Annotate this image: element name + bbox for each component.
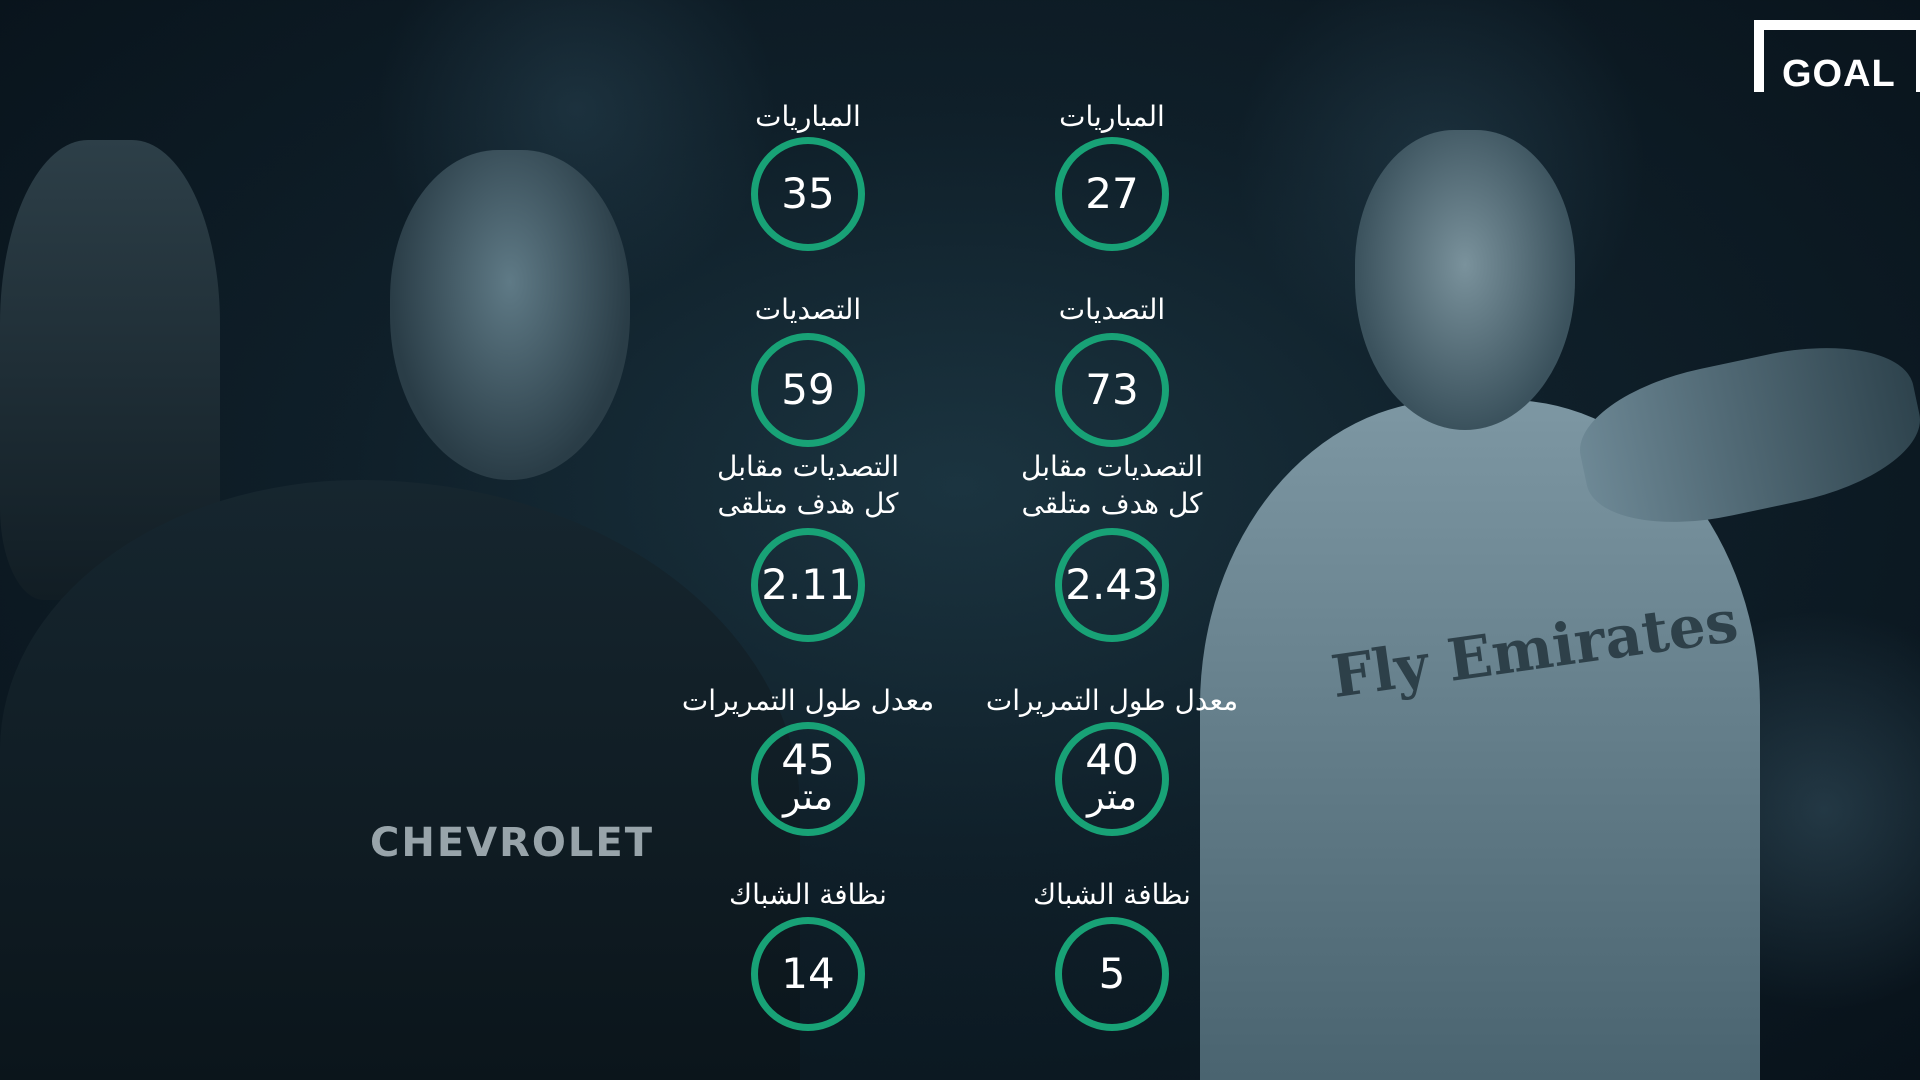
stat-value-circle: 2.11 [751,528,865,642]
stat-value-circle: 27 [1055,137,1169,251]
stat-label: التصديات مقابل كل هدف متلقى [716,450,899,520]
stat-value: 5 [1098,949,1126,998]
stat-value-circle: 14 [751,917,865,1031]
left-player-photo [0,480,800,1080]
stat-value: 45 [781,735,835,784]
stat-label: نظافة الشباك [729,878,887,911]
stat-value-circle: 5 [1055,917,1169,1031]
logo-text: GOAL [1782,53,1896,95]
stat-value: 2.43 [1065,560,1159,609]
stat-value-circle: 35 [751,137,865,251]
stat-label: التصديات [1058,293,1166,326]
stat-label: نظافة الشباك [1033,878,1191,911]
stat-label: المباريات [755,100,861,133]
goal-logo: GOAL [1754,20,1920,95]
left-player-head [390,150,630,480]
stat-value: 40 [1085,735,1139,784]
stat-unit: متر [1086,777,1137,818]
stat-value-circle: 59 [751,333,865,447]
stat-label: معدل طول التمريرات [985,684,1239,717]
stat-label: التصديات مقابل كل هدف متلقى [1020,450,1203,520]
stat-label: التصديات [754,293,862,326]
stat-value: 27 [1085,169,1139,218]
stat-value: 14 [781,949,835,998]
stat-label: المباريات [1059,100,1165,133]
stat-value-circle: 45 متر [751,722,865,836]
stat-value: 59 [781,365,835,414]
left-sponsor: CHEVROLET [370,820,655,866]
right-player-head [1355,130,1575,430]
stat-label: معدل طول التمريرات [681,684,935,717]
stat-value-circle: 73 [1055,333,1169,447]
stat-unit: متر [782,777,833,818]
stat-value-circle: 2.43 [1055,528,1169,642]
stat-value: 35 [781,169,835,218]
stat-value: 73 [1085,365,1139,414]
stat-value-circle: 40 متر [1055,722,1169,836]
stat-value: 2.11 [761,560,855,609]
